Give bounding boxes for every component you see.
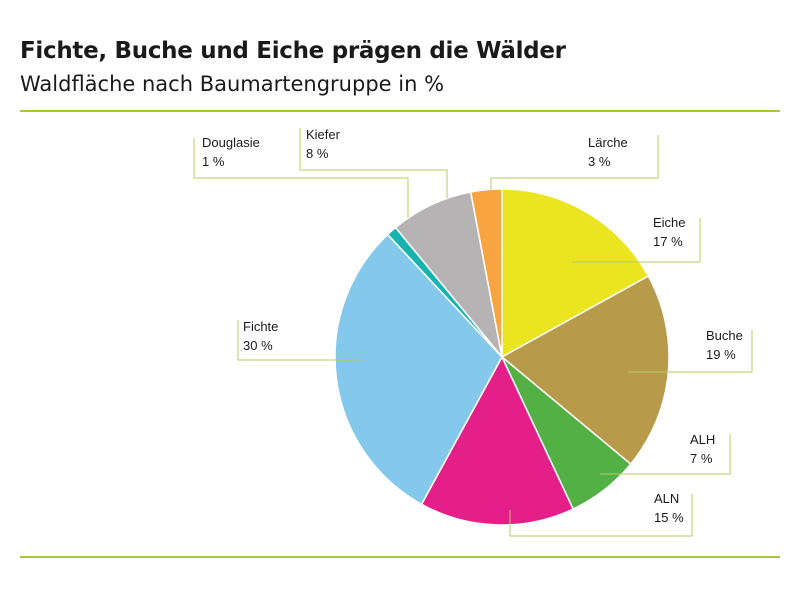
pie-slice-buche [501,275,670,465]
slice-label-kiefer: Kiefer [306,127,341,142]
slice-label-douglasie: Douglasie [202,135,260,150]
slice-value-kiefer: 8 % [306,146,329,161]
slice-value-aln: 15 % [654,510,684,525]
slice-label-fichte: Fichte [243,319,278,334]
slice-value-fichte: 30 % [243,338,273,353]
leader-line-kiefer [299,128,448,198]
leader-line-alh [600,434,731,475]
slice-value-eiche: 17 % [653,234,683,249]
slice-label-lärche: Lärche [588,135,628,150]
chart-title: Fichte, Buche und Eiche prägen die Wälde… [20,38,566,64]
pie-slices [334,188,670,526]
leader-line-aln [509,494,693,537]
leader-line-buche [628,330,753,373]
slice-value-alh: 7 % [690,451,713,466]
slice-labels: Eiche 17 % Buche 19 % ALH 7 % ALN 15 % Fichte 30 … [202,127,743,525]
pie-slice-eiche [501,188,650,358]
leader-line-eiche [572,218,701,263]
pie-slice-fichte [334,233,503,505]
slice-label-buche: Buche [706,328,743,343]
slice-label-eiche: Eiche [653,215,686,230]
leader-line-lärche [490,135,659,190]
slice-label-aln: ALN [654,491,679,506]
leader-line-douglasie [193,138,409,218]
slice-value-lärche: 3 % [588,154,611,169]
pie-slice-lärche [469,188,503,358]
slice-label-alh: ALH [690,432,715,447]
leader-line-fichte [237,320,362,361]
leader-lines [193,128,753,537]
chart-subtitle: Waldfläche nach Baumartengruppe in % [20,72,445,96]
top-divider [20,110,780,112]
slice-value-buche: 19 % [706,347,736,362]
bottom-divider [20,556,780,558]
pie-slice-aln [420,356,574,526]
slice-value-douglasie: 1 % [202,154,225,169]
